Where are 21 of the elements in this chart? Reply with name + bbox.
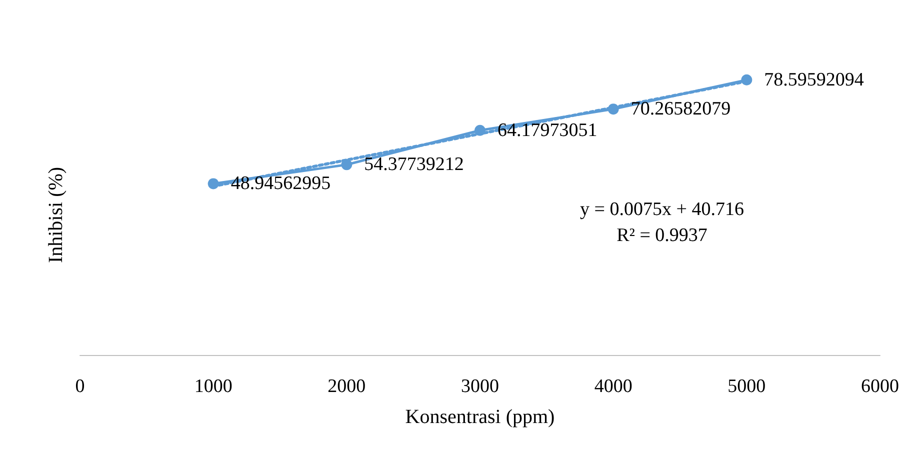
point bbox=[341, 159, 352, 170]
data-label: 70.26582079 bbox=[630, 98, 731, 120]
text: R² = 0.9937 bbox=[616, 225, 708, 246]
x-axis-title: Konsentrasi (ppm) bbox=[405, 406, 555, 428]
x-tick-label: 1000 bbox=[194, 376, 232, 397]
x-tick-label: 3000 bbox=[461, 376, 499, 397]
data-label: 54.37739212 bbox=[364, 154, 464, 176]
data-label: 48.94562995 bbox=[230, 173, 331, 194]
point bbox=[474, 124, 486, 136]
x-tick-label: 6000 bbox=[861, 376, 899, 397]
point bbox=[208, 178, 219, 190]
data-label: 64.17973051 bbox=[498, 120, 598, 141]
point bbox=[608, 104, 619, 115]
x-tick-label: 5000 bbox=[728, 376, 766, 397]
x-tick-label: 4000 bbox=[594, 376, 632, 397]
x-tick-label: 0 bbox=[75, 376, 85, 397]
data-label: 78.59592094 bbox=[764, 69, 864, 90]
point bbox=[741, 74, 752, 86]
x-tick-label: 2000 bbox=[328, 376, 366, 397]
y-axis-title: Inhibisi (%) bbox=[45, 166, 67, 264]
text: y = 0.0075x + 40.716 bbox=[580, 199, 744, 220]
